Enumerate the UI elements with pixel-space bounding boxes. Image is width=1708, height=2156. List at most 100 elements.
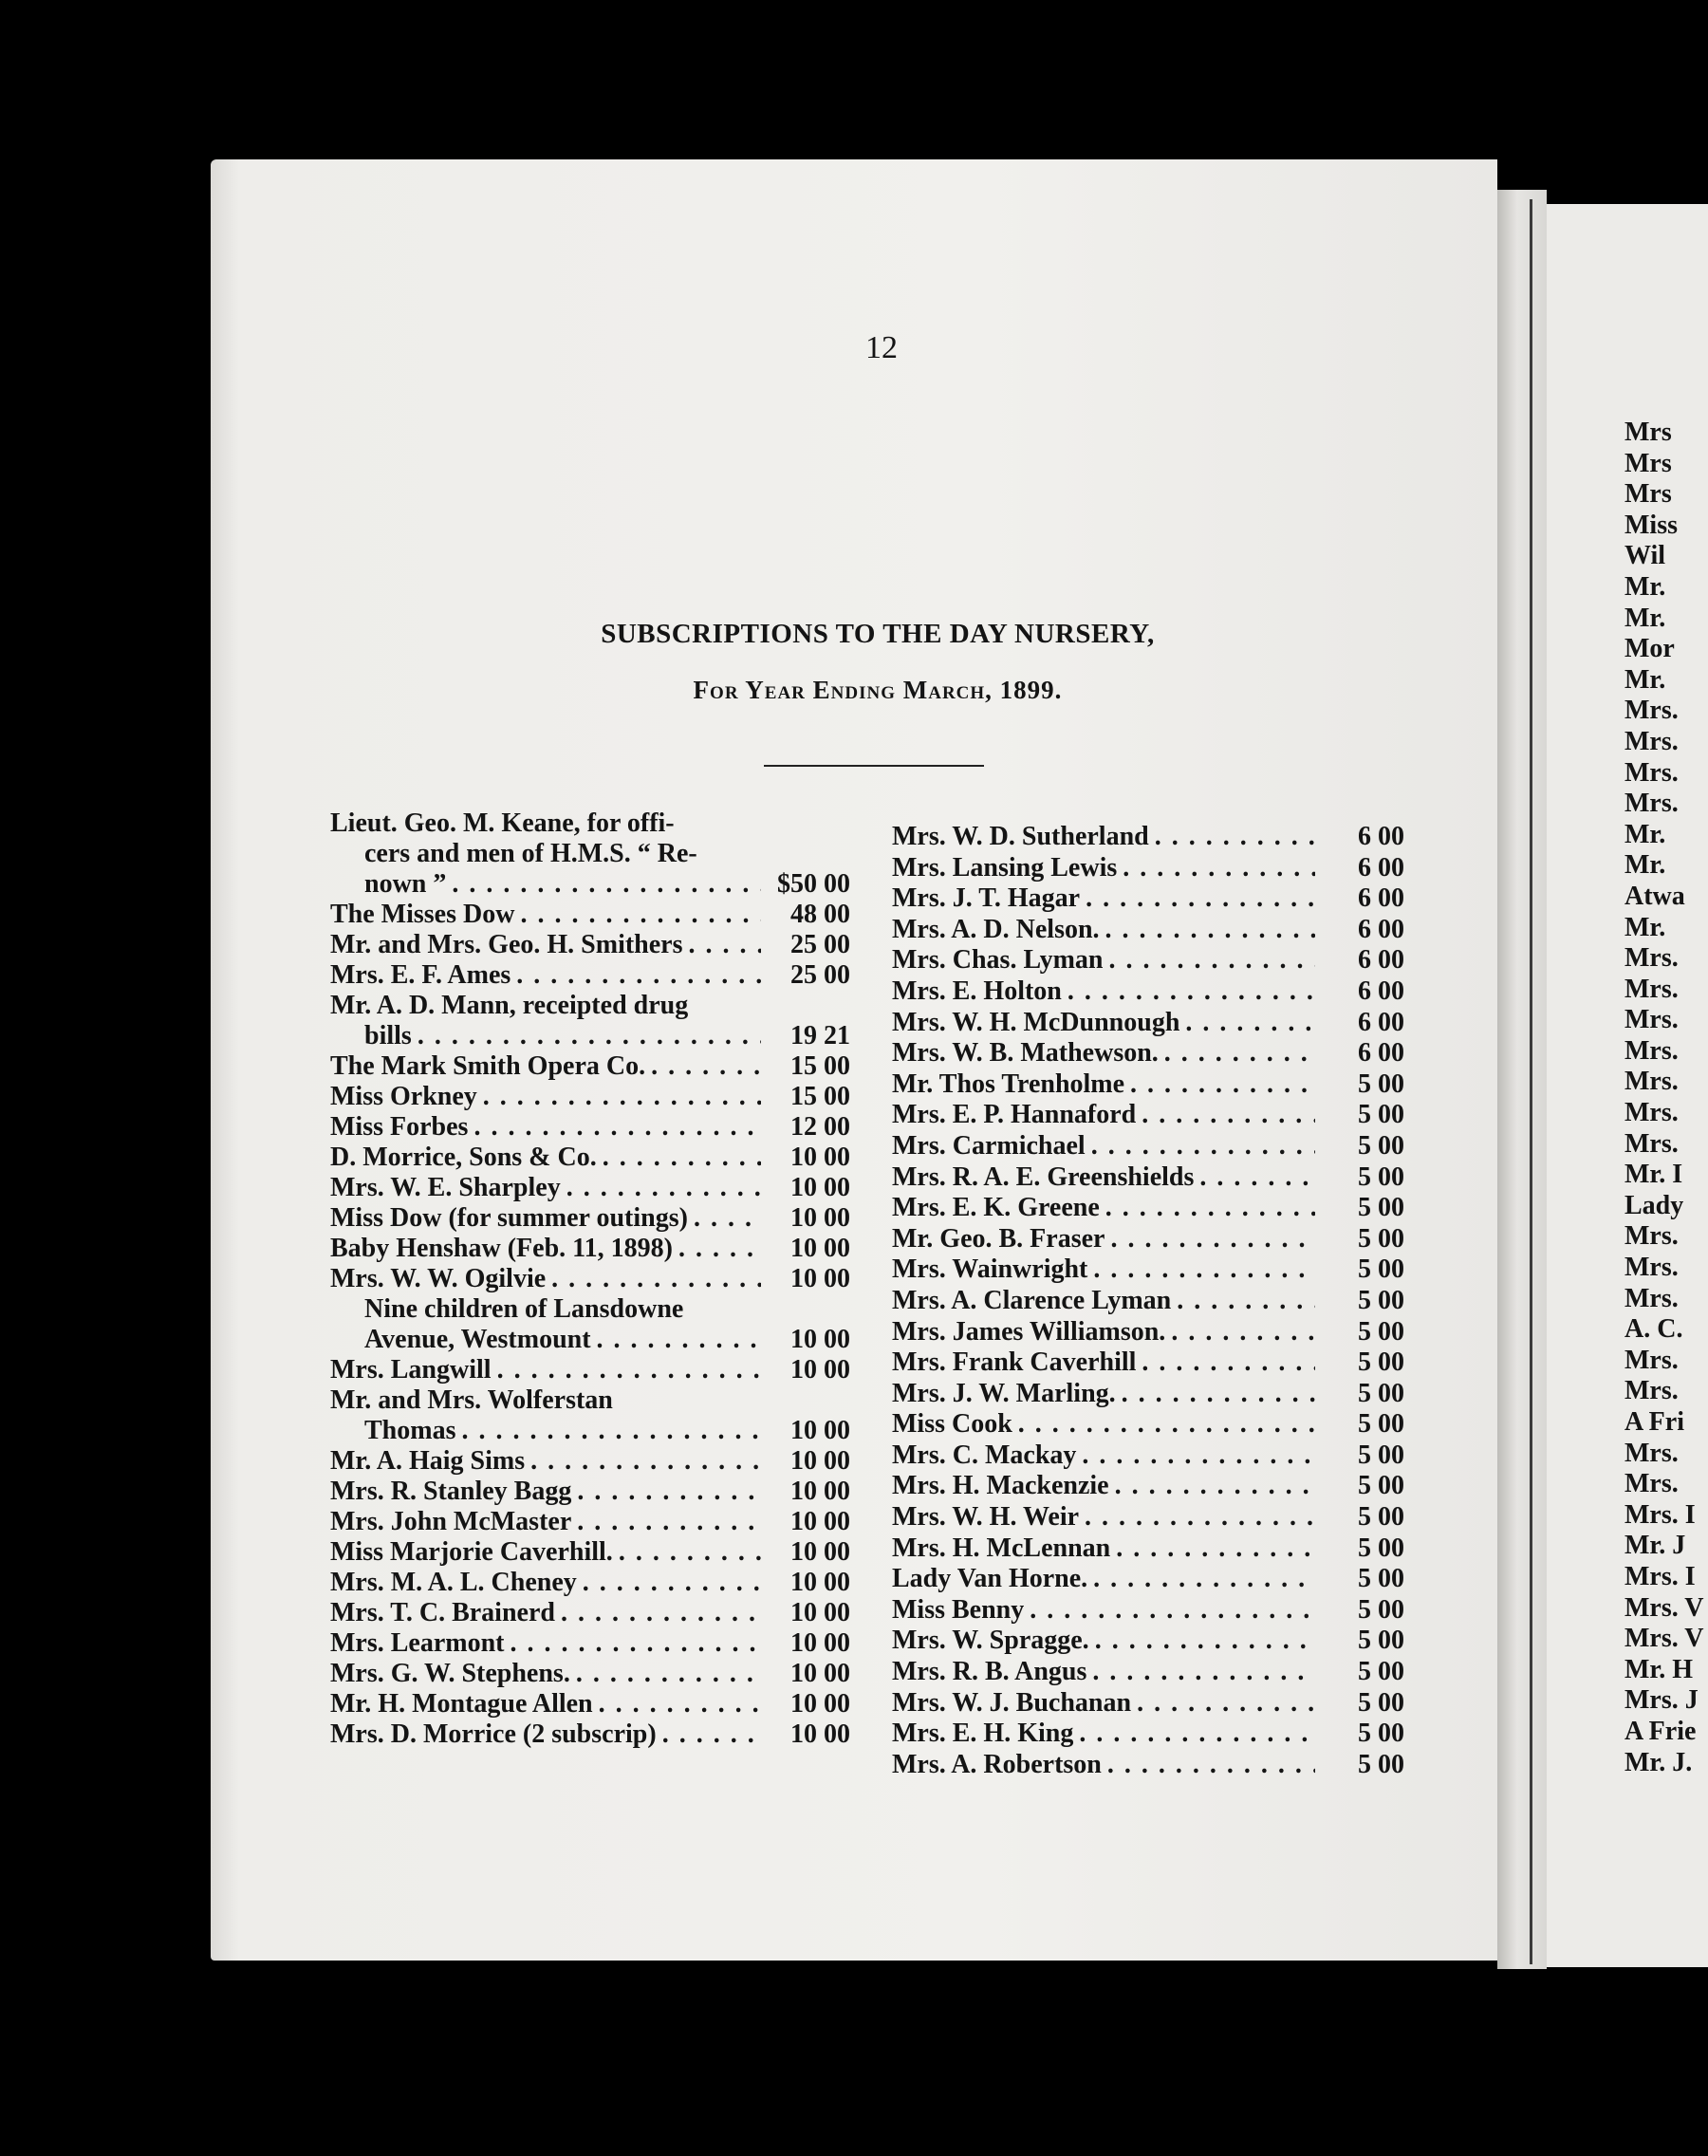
subscriber-name: Mrs. D. Morrice (2 subscrip) — [330, 1719, 657, 1749]
subscriber-name: Nine children of Lansdowne — [364, 1294, 684, 1324]
subscription-entry: Mr. and Mrs. Geo. H. Smithers 25 00 — [330, 930, 850, 960]
subscription-entry: Mrs. Chas. Lyman 6 00 — [892, 945, 1404, 976]
subscription-entry: Mr. A. Haig Sims 10 00 — [330, 1446, 850, 1477]
subscriber-name: Mrs. John McMaster — [330, 1507, 572, 1536]
subscription-amount: 10 00 — [790, 1628, 850, 1658]
subscription-amount: 5 00 — [1358, 1719, 1404, 1749]
dot-leader — [1123, 853, 1315, 884]
subscription-amount: 5 00 — [1358, 1162, 1404, 1192]
subscription-entry: Mrs. R. Stanley Bagg 10 00 — [330, 1477, 850, 1507]
dot-leader — [1068, 976, 1315, 1008]
dot-leader — [597, 1325, 761, 1355]
subscriber-name: Lieut. Geo. M. Keane, for offi- — [330, 808, 675, 838]
subscription-amount: 10 00 — [790, 1203, 850, 1233]
subscription-list-left: Lieut. Geo. M. Keane, for offi-cers and … — [330, 808, 850, 1750]
entry-line: Avenue, Westmount 10 00 — [330, 1325, 850, 1355]
subscription-entry: Mrs. Lansing Lewis 6 00 — [892, 853, 1404, 884]
subscriber-name: Mrs. E. Holton — [892, 976, 1062, 1006]
subscription-amount: 10 00 — [790, 1416, 850, 1445]
subscriber-name: Thomas — [364, 1416, 456, 1445]
subscription-amount: 10 00 — [790, 1355, 850, 1385]
subscription-entry: Mrs. W. J. Buchanan 5 00 — [892, 1688, 1404, 1719]
next-page-fragment: Mrs. — [1624, 1438, 1679, 1468]
subscription-amount: 5 00 — [1358, 1687, 1404, 1718]
entry-line: Baby Henshaw (Feb. 11, 1898) 10 00 — [330, 1234, 850, 1264]
next-page-fragment: Mr. H — [1624, 1654, 1694, 1684]
next-page-fragment: Mr. — [1624, 571, 1666, 602]
subscriber-name: Mrs. W. B. Mathewson. — [892, 1038, 1159, 1069]
dot-leader — [1085, 1502, 1315, 1533]
subscription-entry: Nine children of Lansdowne Avenue, Westmo… — [330, 1294, 850, 1355]
dot-leader — [619, 1537, 761, 1568]
subscriber-name: Mrs. E. H. King — [892, 1719, 1074, 1749]
entry-line: Mrs. E. F. Ames 25 00 — [330, 960, 850, 991]
subscription-entry: Mrs. A. D. Nelson. 6 00 — [892, 915, 1404, 946]
next-page-fragment: Mrs. — [1624, 757, 1679, 788]
next-page-fragment: Mr. — [1624, 819, 1666, 849]
subscriber-name: Mrs. R. B. Angus — [892, 1657, 1087, 1687]
subscription-entry: The Mark Smith Opera Co. 15 00 — [330, 1051, 850, 1082]
subscription-entry: Mrs. J. W. Marling. 5 00 — [892, 1379, 1404, 1410]
subscriber-name: Mr. Thos Trenholme — [892, 1069, 1125, 1099]
next-page-fragment: Mor — [1624, 634, 1675, 664]
next-page-fragment: Mr. — [1624, 664, 1666, 695]
dot-leader — [418, 1021, 761, 1051]
subscription-amount: 10 00 — [790, 1234, 850, 1263]
subscription-amount: 19 21 — [790, 1021, 850, 1050]
next-page-fragment: Atwa — [1624, 881, 1685, 911]
next-page-fragment: Mr. J. — [1624, 1747, 1693, 1777]
entry-line: bills 19 21 — [330, 1021, 850, 1051]
dot-leader — [651, 1051, 761, 1082]
entry-line: Nine children of Lansdowne — [330, 1294, 850, 1325]
subscription-entry: D. Morrice, Sons & Co. 10 00 — [330, 1143, 850, 1173]
subscriber-name: Mr. A. D. Mann, receipted drug — [330, 991, 689, 1020]
subscriber-name: Mrs. A. D. Nelson. — [892, 914, 1100, 944]
dot-leader — [1018, 1409, 1315, 1440]
dot-leader — [1164, 1038, 1315, 1069]
subscription-amount: 5 00 — [1358, 1378, 1404, 1408]
subscription-entry: Mrs. Learmont 10 00 — [330, 1628, 850, 1659]
dot-leader — [1110, 1224, 1315, 1255]
subscription-entry: Mrs. J. T. Hagar 6 00 — [892, 883, 1404, 915]
dot-leader — [1093, 1564, 1315, 1595]
next-page-fragment: Mrs. — [1624, 1345, 1679, 1375]
subscriber-name: The Mark Smith Opera Co. — [330, 1051, 646, 1081]
subscriber-name: Mrs. M. A. L. Cheney — [330, 1568, 577, 1597]
next-page-fragment: Mr. — [1624, 603, 1666, 633]
subscription-entry: Mrs. W. E. Sharpley 10 00 — [330, 1173, 850, 1203]
subscription-amount: 25 00 — [790, 930, 850, 959]
dot-leader — [1142, 1100, 1315, 1131]
subscription-amount: 6 00 — [1358, 1038, 1404, 1069]
subscription-entry: Miss Dow (for summer outings) 10 00 — [330, 1203, 850, 1234]
subscription-entry: Mr. H. Montague Allen 10 00 — [330, 1689, 850, 1719]
next-page-fragment: Mrs. — [1624, 974, 1679, 1004]
dot-leader — [577, 1507, 761, 1537]
entry-line: cers and men of H.M.S. “ Re- — [330, 839, 850, 869]
next-page-fragment-list: Mrs Mrs Mrs Miss Wil Mr. Mr. Mor Mr. Mrs. Mrs. Mrs.… — [1624, 418, 1708, 1778]
subscriber-name: Mrs. Chas. Lyman — [892, 945, 1104, 976]
subscription-entry: Miss Orkney 15 00 — [330, 1082, 850, 1112]
dot-leader — [1095, 1626, 1315, 1657]
subscription-entry: Mrs. John McMaster 10 00 — [330, 1507, 850, 1537]
subscriber-name: Mrs. W. H. McDunnough — [892, 1007, 1180, 1037]
subscription-entry: Mrs. E. H. King 5 00 — [892, 1719, 1404, 1750]
subscriber-name: bills — [364, 1021, 412, 1050]
next-page-fragment: A. C. — [1624, 1314, 1683, 1345]
subscription-entry: Mrs. W. W. Ogilvie 10 00 — [330, 1264, 850, 1294]
subscription-amount: 10 00 — [790, 1446, 850, 1476]
dot-leader — [483, 1082, 761, 1112]
subscription-entry: Mrs. Wainwright 5 00 — [892, 1255, 1404, 1286]
dot-leader — [1115, 1471, 1315, 1502]
subscription-amount: 15 00 — [790, 1082, 850, 1111]
next-page-fragment: Mr. — [1624, 850, 1666, 881]
entry-line: Mrs. T. C. Brainerd 10 00 — [330, 1598, 850, 1628]
subscription-amount: 6 00 — [1358, 822, 1404, 851]
subscription-amount: 10 00 — [790, 1264, 850, 1293]
entry-line: Mrs. R. Stanley Bagg 10 00 — [330, 1477, 850, 1507]
dot-leader — [561, 1598, 761, 1628]
next-page-fragment: Mrs. V — [1624, 1592, 1704, 1623]
subscription-entry: Mrs. C. Mackay 5 00 — [892, 1440, 1404, 1472]
entry-line: The Mark Smith Opera Co. 15 00 — [330, 1051, 850, 1082]
subscription-amount: 5 00 — [1358, 1223, 1404, 1254]
subscriber-name: Mrs. W. D. Sutherland — [892, 822, 1149, 851]
